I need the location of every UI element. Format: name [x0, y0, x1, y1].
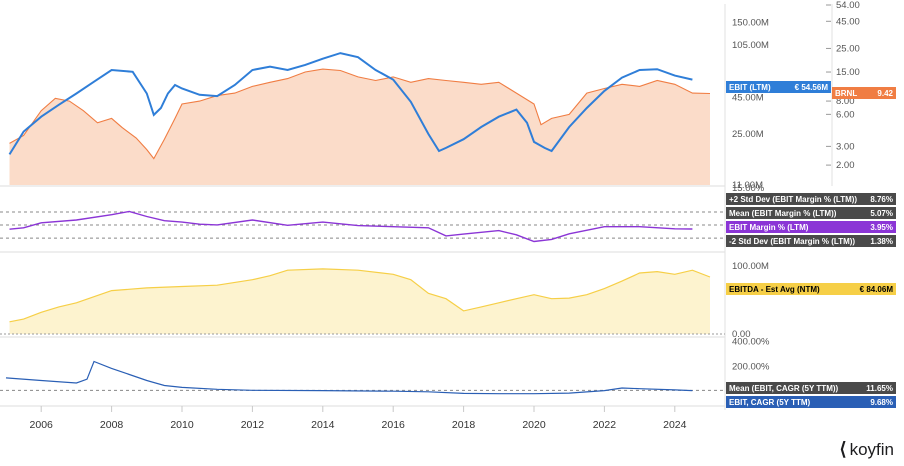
- right-axis-tick: 2.00: [836, 160, 855, 171]
- ebit-margin-badge-bg: [726, 221, 896, 233]
- ebitda-area: [9, 268, 710, 334]
- x-axis-tick: 2006: [30, 419, 54, 431]
- brnl-price-area: [9, 69, 710, 185]
- cagr-badge-label: EBIT, CAGR (5Y TTM): [729, 398, 811, 407]
- koyfin-logo: ⟨ koyfin: [840, 439, 894, 460]
- cagr-badge-bg: [726, 396, 896, 408]
- brnl-price-line: [9, 68, 711, 160]
- brnl-badge-value: 9.42: [877, 89, 893, 98]
- koyfin-logo-mark: ⟨: [839, 439, 847, 459]
- ebitda-badge: EBITDA - Est Avg (NTM) € 84.06M: [726, 283, 896, 295]
- x-axis-tick: 2020: [522, 419, 546, 431]
- x-axis-tick: 2010: [170, 419, 194, 431]
- mean-margin-badge: Mean (EBIT Margin % (LTM)) 5.07%: [726, 207, 896, 219]
- ebit-badge: EBIT (LTM) € 54.56M: [726, 81, 831, 93]
- minus2-std-badge-value: 1.38%: [870, 237, 893, 246]
- right-axis-tick: 54.00: [836, 0, 860, 11]
- mean-margin-badge-value: 5.07%: [870, 209, 893, 218]
- mean-margin-badge-bg: [726, 207, 896, 219]
- x-axis-tick: 2018: [452, 419, 476, 431]
- ebitda-badge-value: € 84.06M: [860, 285, 894, 294]
- right-axis-tick: 45.00: [836, 16, 860, 27]
- brnl-badge-label: BRNL: [835, 89, 857, 98]
- value-badges: EBIT (LTM) € 54.56M BRNL 9.42 +2 Std Dev (EB…: [726, 81, 896, 408]
- ebitda-axis-tick: 0.00: [732, 329, 751, 340]
- mean-cagr-badge-bg: [726, 382, 896, 394]
- minus2-std-badge-label: -2 Std Dev (EBIT Margin % (LTM)): [729, 237, 855, 246]
- x-axis-tick: 2008: [100, 419, 124, 431]
- ebit-badge-bg: [726, 81, 831, 93]
- cagr-line: [5, 360, 693, 395]
- cagr-badge: EBIT, CAGR (5Y TTM) 9.68%: [726, 396, 896, 408]
- ebitda-axis-tick: 100.00M: [732, 261, 769, 272]
- plus2-std-badge-bg: [726, 193, 896, 205]
- ebit-ltm-line: [8, 52, 693, 155]
- cagr-axis-tick: 200.00%: [732, 362, 770, 373]
- mean-cagr-badge-value: 11.65%: [866, 384, 893, 393]
- right-axis-tick: 25.00: [836, 43, 860, 54]
- x-axis-tick: 2012: [241, 419, 265, 431]
- ebit-badge-value: € 54.56M: [795, 83, 829, 92]
- mean-margin-badge-label: Mean (EBIT Margin % (LTM)): [729, 209, 837, 218]
- x-axis-tick: 2024: [663, 419, 687, 431]
- margin-axis-tick: 15.00%: [732, 183, 765, 194]
- left-axis-tick: 45.00M: [732, 92, 764, 103]
- ebit-badge-label: EBIT (LTM): [729, 83, 771, 92]
- minus2-std-badge-bg: [726, 235, 896, 247]
- plot-area: [0, 52, 725, 395]
- minus2-std-badge: -2 Std Dev (EBIT Margin % (LTM)) 1.38%: [726, 235, 896, 247]
- left-axis-tick: 11.00M: [732, 180, 763, 191]
- right-axis-tick: 15.00: [836, 67, 860, 78]
- plus2-std-badge-label: +2 Std Dev (EBIT Margin % (LTM)): [729, 195, 857, 204]
- left-axis-tick: 25.00M: [732, 129, 764, 140]
- right-axis-tick: 3.00: [836, 141, 855, 152]
- axis-labels: 11.00M 25.00M 45.00M 105.00M 150.00M 2.00 3.00…: [30, 0, 860, 431]
- right-axis-tick: 6.00: [836, 109, 855, 120]
- cagr-axis-tick: 400.00%: [732, 336, 770, 347]
- ebit-margin-line: [9, 210, 693, 243]
- left-axis-tick: 150.00M: [732, 18, 769, 29]
- plus2-std-badge-value: 8.76%: [870, 195, 893, 204]
- mean-cagr-badge: Mean (EBIT, CAGR (5Y TTM)) 11.65%: [726, 382, 896, 394]
- ebit-margin-badge-value: 3.95%: [870, 223, 893, 232]
- x-axis-tick: 2022: [593, 419, 617, 431]
- ebit-margin-badge: EBIT Margin % (LTM) 3.95%: [726, 221, 896, 233]
- plus2-std-badge: +2 Std Dev (EBIT Margin % (LTM)) 8.76%: [726, 193, 896, 205]
- cagr-badge-value: 9.68%: [870, 398, 893, 407]
- x-axis-tick: 2016: [382, 419, 406, 431]
- panel-frames: [0, 4, 833, 410]
- ebitda-line: [9, 268, 711, 323]
- brnl-badge: BRNL 9.42: [832, 87, 896, 99]
- brnl-badge-bg: [832, 87, 896, 99]
- koyfin-logo-text: koyfin: [849, 439, 894, 459]
- mean-cagr-badge-label: Mean (EBIT, CAGR (5Y TTM)): [729, 384, 839, 393]
- ebitda-badge-bg: [726, 283, 896, 295]
- ebitda-badge-label: EBITDA - Est Avg (NTM): [729, 285, 820, 294]
- x-axis-tick: 2014: [311, 419, 335, 431]
- ebit-margin-badge-label: EBIT Margin % (LTM): [729, 223, 809, 232]
- right-axis-tick: 8.00: [836, 96, 855, 107]
- left-axis-tick: 105.00M: [732, 40, 769, 51]
